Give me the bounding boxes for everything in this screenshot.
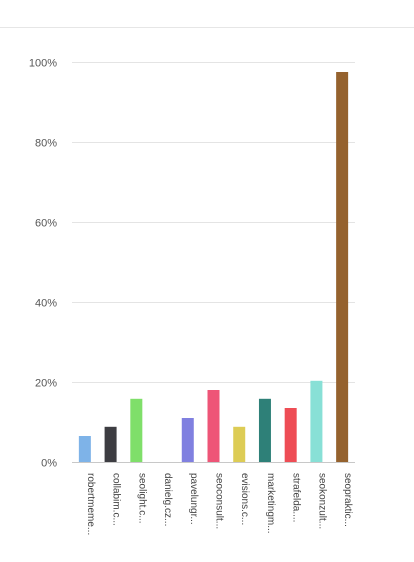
bar [284, 408, 297, 462]
y-axis: 0% 20% 40% 60% 80% 100% [29, 58, 57, 470]
x-tick-label: seokonzult... [316, 473, 327, 529]
bar [104, 426, 117, 462]
x-tick-label: seoconsult... [214, 473, 225, 529]
bar [258, 398, 271, 462]
bars [78, 72, 349, 462]
bar [181, 418, 194, 462]
y-tick-label: 100% [29, 58, 57, 70]
x-tick-label: danielg.cz... [162, 473, 173, 526]
top-divider [0, 27, 414, 28]
bar [207, 390, 220, 462]
x-axis-labels: robertmeme... collabim.c... seolight.c... d… [85, 473, 353, 535]
y-tick-label: 40% [35, 298, 57, 310]
x-tick-label: marketingm... [265, 473, 276, 534]
x-tick-label: pavelungr... [188, 473, 199, 525]
bar [233, 426, 246, 462]
bar [78, 436, 91, 462]
bar [130, 398, 143, 462]
x-tick-label: collabim.c... [111, 473, 122, 526]
x-tick-label: seopraktic... [342, 473, 353, 527]
bar [310, 380, 323, 462]
y-tick-label: 80% [35, 138, 57, 150]
x-tick-label: strafelda.... [291, 473, 302, 522]
y-tick-label: 60% [35, 218, 57, 230]
y-tick-label: 20% [35, 378, 57, 390]
gridlines [72, 62, 355, 463]
x-tick-label: robertmeme... [85, 473, 96, 535]
x-tick-label: evisions.c... [239, 473, 250, 525]
x-tick-label: seolight.c... [136, 473, 147, 524]
bar [336, 72, 349, 462]
y-tick-label: 0% [41, 458, 57, 470]
